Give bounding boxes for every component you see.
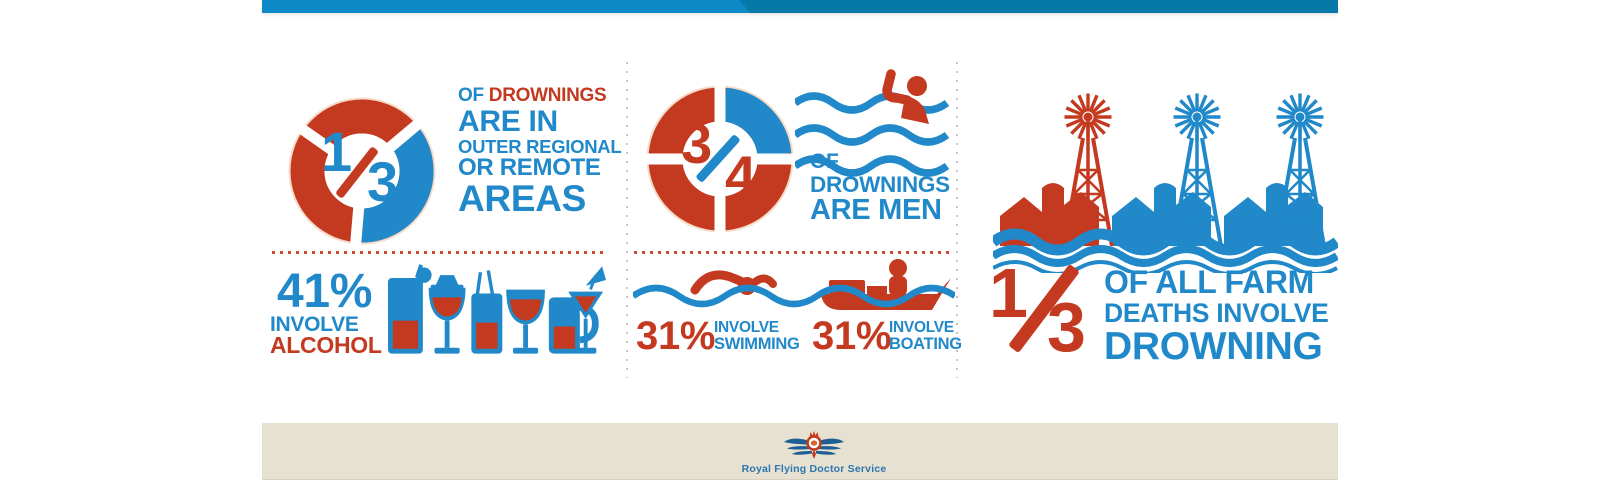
divider-left xyxy=(626,62,628,378)
heading-drownings: DROWNINGS xyxy=(488,85,607,106)
farm-line3: DROWNING xyxy=(1104,325,1323,368)
heading-or-remote: OR REMOTE xyxy=(458,154,601,181)
divider-right xyxy=(956,62,958,378)
footer-bar: Royal Flying Doctor Service xyxy=(262,423,1338,480)
swimming-label: INVOLVE SWIMMING xyxy=(714,320,800,353)
alcohol-stat: 41% xyxy=(277,265,373,318)
lifebuoy-3-4-icon: 3 4 xyxy=(645,84,795,234)
farm-heading: OF ALL FARM DEATHS INVOLVE DROWNING xyxy=(1104,266,1329,367)
men-heading-of: OF xyxy=(810,150,839,173)
heading-of: OF xyxy=(458,85,484,106)
swimming-involve: INVOLVE xyxy=(714,319,779,336)
heading-outer-regional: OUTER REGIONAL xyxy=(458,136,622,157)
alcohol-label: ALCOHOL xyxy=(270,332,382,358)
windmills-farm-icon xyxy=(993,58,1338,273)
footer-brand: Royal Flying Doctor Service xyxy=(741,463,887,475)
drinks-icon xyxy=(388,262,606,358)
dotted-separator-1 xyxy=(272,251,604,254)
lifebuoy-1-3-icon: 1 3 xyxy=(287,96,437,246)
men-heading-drownings: DROWNINGS xyxy=(810,172,950,197)
rfds-logo: Royal Flying Doctor Service xyxy=(276,430,1352,475)
boating-involve: INVOLVE xyxy=(889,319,954,336)
men-heading-are-men: ARE MEN xyxy=(810,194,942,226)
swimming-word: SWIMMING xyxy=(714,335,800,353)
farm-line1: OF ALL FARM xyxy=(1104,264,1315,300)
boating-stat: 31% xyxy=(812,314,892,358)
boating-label: INVOLVE BOATING xyxy=(889,320,962,353)
heading-areas: AREAS xyxy=(458,178,587,219)
regional-heading: OF DROWNINGS ARE IN OUTER REGIONAL OR RE… xyxy=(458,85,622,219)
waves-swimmer-icon xyxy=(795,66,955,184)
heading-are-in: ARE IN xyxy=(458,105,558,138)
alcohol-involve: INVOLVE xyxy=(270,313,359,336)
farm-line2: DEATHS INVOLVE xyxy=(1104,298,1329,328)
dotted-separator-2 xyxy=(634,251,950,254)
fraction-numerator: 1 xyxy=(989,254,1028,332)
fraction-denominator: 3 xyxy=(1047,288,1086,366)
rfds-wings-icon xyxy=(784,431,844,459)
boating-word: BOATING xyxy=(889,335,962,353)
fraction-denominator: 4 xyxy=(725,144,757,207)
farm-fraction: 1 3 xyxy=(985,258,1110,363)
swimmer-boat-icon xyxy=(633,256,955,318)
swimming-stat: 31% xyxy=(636,314,716,358)
top-accent-bar xyxy=(262,0,1338,13)
fraction-numerator: 1 xyxy=(321,120,353,183)
fraction-denominator: 3 xyxy=(367,150,399,213)
